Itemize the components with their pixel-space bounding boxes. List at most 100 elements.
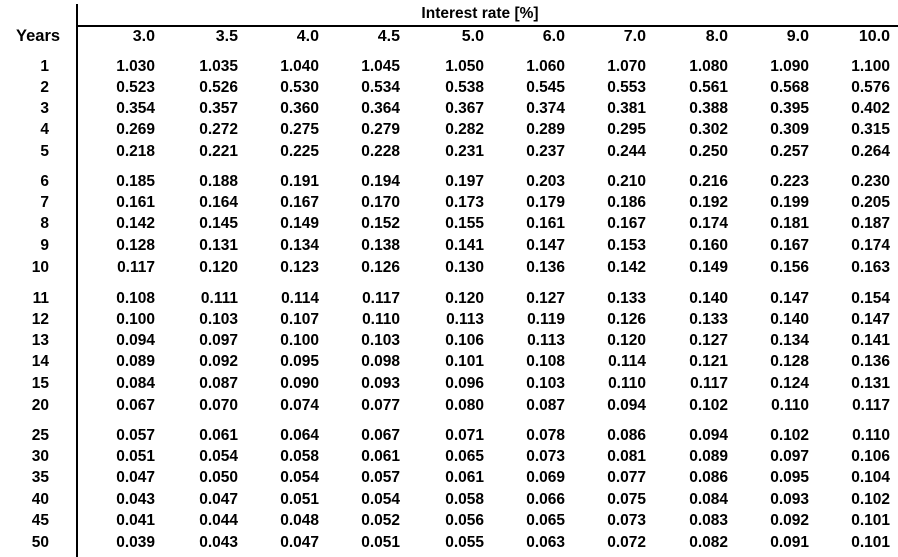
factor-cell: 0.071	[445, 427, 484, 444]
year-cell: 13	[31, 332, 49, 349]
factor-cell: 0.065	[526, 512, 565, 529]
table-row: 30 0.051 0.054 0.058 0.061 0.065 0.073 0.081 0.0…	[0, 447, 898, 467]
factor-cell: 0.133	[689, 311, 728, 328]
table-row: 1 1.030 1.035 1.040 1.045 1.050 1.060 1.070 1.08…	[0, 57, 898, 77]
factor-cell: 1.040	[280, 58, 319, 75]
factor-cell: 0.186	[607, 194, 646, 211]
factor-cell: 0.061	[199, 427, 238, 444]
factor-cell: 0.152	[361, 215, 400, 232]
factor-cell: 0.155	[445, 215, 484, 232]
rate-column-header: 4.0	[296, 28, 319, 45]
factor-cell: 0.047	[116, 469, 155, 486]
factor-cell: 1.070	[607, 58, 646, 75]
factor-cell: 0.078	[526, 427, 565, 444]
factor-cell: 0.110	[608, 375, 646, 392]
factor-cell: 0.108	[116, 290, 155, 307]
factor-cell: 1.060	[526, 58, 565, 75]
factor-cell: 0.051	[280, 491, 319, 508]
factor-cell: 0.121	[689, 353, 728, 370]
year-cell: 5	[40, 143, 49, 160]
factor-cell: 0.061	[445, 469, 484, 486]
factor-cell: 0.077	[607, 469, 646, 486]
factor-cell: 0.095	[280, 353, 319, 370]
factor-cell: 0.149	[280, 215, 319, 232]
factor-cell: 0.041	[116, 512, 155, 529]
factor-cell: 0.141	[445, 237, 484, 254]
factor-cell: 0.134	[770, 332, 809, 349]
factor-cell: 0.133	[607, 290, 646, 307]
table-row: 15 0.084 0.087 0.090 0.093 0.096 0.103 0.110 0.1…	[0, 374, 898, 394]
table-row: 11 0.108 0.111 0.114 0.117 0.120 0.127 0.133 0.1…	[0, 289, 898, 309]
factor-cell: 0.364	[361, 100, 400, 117]
factor-cell: 0.070	[199, 397, 238, 414]
factor-cell: 0.081	[607, 448, 646, 465]
factor-cell: 0.167	[280, 194, 319, 211]
rate-column-header: 3.5	[215, 28, 238, 45]
year-cell: 15	[31, 375, 49, 392]
factor-cell: 0.154	[851, 290, 890, 307]
factor-cell: 0.069	[526, 469, 565, 486]
factor-cell: 0.130	[445, 259, 484, 276]
factor-cell: 0.163	[851, 259, 890, 276]
rate-column-header: 6.0	[542, 28, 565, 45]
factor-cell: 0.120	[199, 259, 238, 276]
table-row: 7 0.161 0.164 0.167 0.170 0.173 0.179 0.186 0.19…	[0, 193, 898, 213]
rate-column-header: 3.0	[132, 28, 155, 45]
rate-column-header: 8.0	[705, 28, 728, 45]
factor-cell: 0.089	[689, 448, 728, 465]
factor-cell: 0.127	[526, 290, 565, 307]
factor-cell: 0.106	[445, 332, 484, 349]
factor-cell: 0.147	[526, 237, 565, 254]
factor-cell: 0.188	[199, 173, 238, 190]
factor-cell: 0.083	[689, 512, 728, 529]
factor-cell: 0.055	[445, 534, 484, 551]
factor-cell: 0.140	[770, 311, 809, 328]
factor-cell: 0.072	[607, 534, 646, 551]
factor-cell: 0.080	[445, 397, 484, 414]
factor-cell: 0.093	[361, 375, 400, 392]
factor-cell: 0.191	[280, 173, 319, 190]
table-row: 35 0.047 0.050 0.054 0.057 0.061 0.069 0.077 0.0…	[0, 468, 898, 488]
interest-rate-title: Interest rate [%]	[421, 5, 539, 22]
factor-cell: 0.538	[445, 79, 484, 96]
factor-cell: 0.087	[526, 397, 565, 414]
table-row: 9 0.128 0.131 0.134 0.138 0.141 0.147 0.153 0.16…	[0, 236, 898, 256]
table-header-rule	[78, 25, 898, 27]
factor-cell: 0.073	[607, 512, 646, 529]
factor-cell: 1.090	[770, 58, 809, 75]
factor-cell: 0.174	[689, 215, 728, 232]
factor-cell: 0.156	[770, 259, 809, 276]
factor-cell: 0.102	[689, 397, 728, 414]
factor-cell: 0.230	[851, 173, 890, 190]
factor-cell: 0.051	[361, 534, 400, 551]
factor-cell: 0.101	[445, 353, 484, 370]
factor-cell: 0.102	[851, 491, 890, 508]
factor-cell: 0.084	[689, 491, 728, 508]
factor-cell: 1.035	[199, 58, 238, 75]
factor-cell: 0.141	[851, 332, 890, 349]
factor-cell: 0.093	[770, 491, 809, 508]
factor-cell: 0.289	[526, 121, 565, 138]
rate-column-header: 7.0	[623, 28, 646, 45]
factor-cell: 0.117	[852, 397, 890, 414]
factor-cell: 0.131	[851, 375, 890, 392]
factor-cell: 0.061	[361, 448, 400, 465]
factor-cell: 0.086	[689, 469, 728, 486]
factor-cell: 0.199	[770, 194, 809, 211]
factor-cell: 0.043	[116, 491, 155, 508]
factor-cell: 0.179	[526, 194, 565, 211]
table-row: 50 0.039 0.043 0.047 0.051 0.055 0.063 0.072 0.0…	[0, 533, 898, 553]
factor-cell: 0.120	[445, 290, 484, 307]
factor-cell: 0.354	[116, 100, 155, 117]
table-row: 45 0.041 0.044 0.048 0.052 0.056 0.065 0.073 0.0…	[0, 511, 898, 531]
factor-cell: 0.142	[607, 259, 646, 276]
factor-cell: 0.257	[770, 143, 809, 160]
factor-cell: 0.402	[851, 100, 890, 117]
factor-cell: 0.244	[607, 143, 646, 160]
factor-cell: 0.097	[199, 332, 238, 349]
year-cell: 1	[40, 58, 49, 75]
factor-cell: 0.216	[689, 173, 728, 190]
factor-cell: 0.095	[770, 469, 809, 486]
factor-cell: 0.360	[280, 100, 319, 117]
year-cell: 2	[40, 79, 49, 96]
